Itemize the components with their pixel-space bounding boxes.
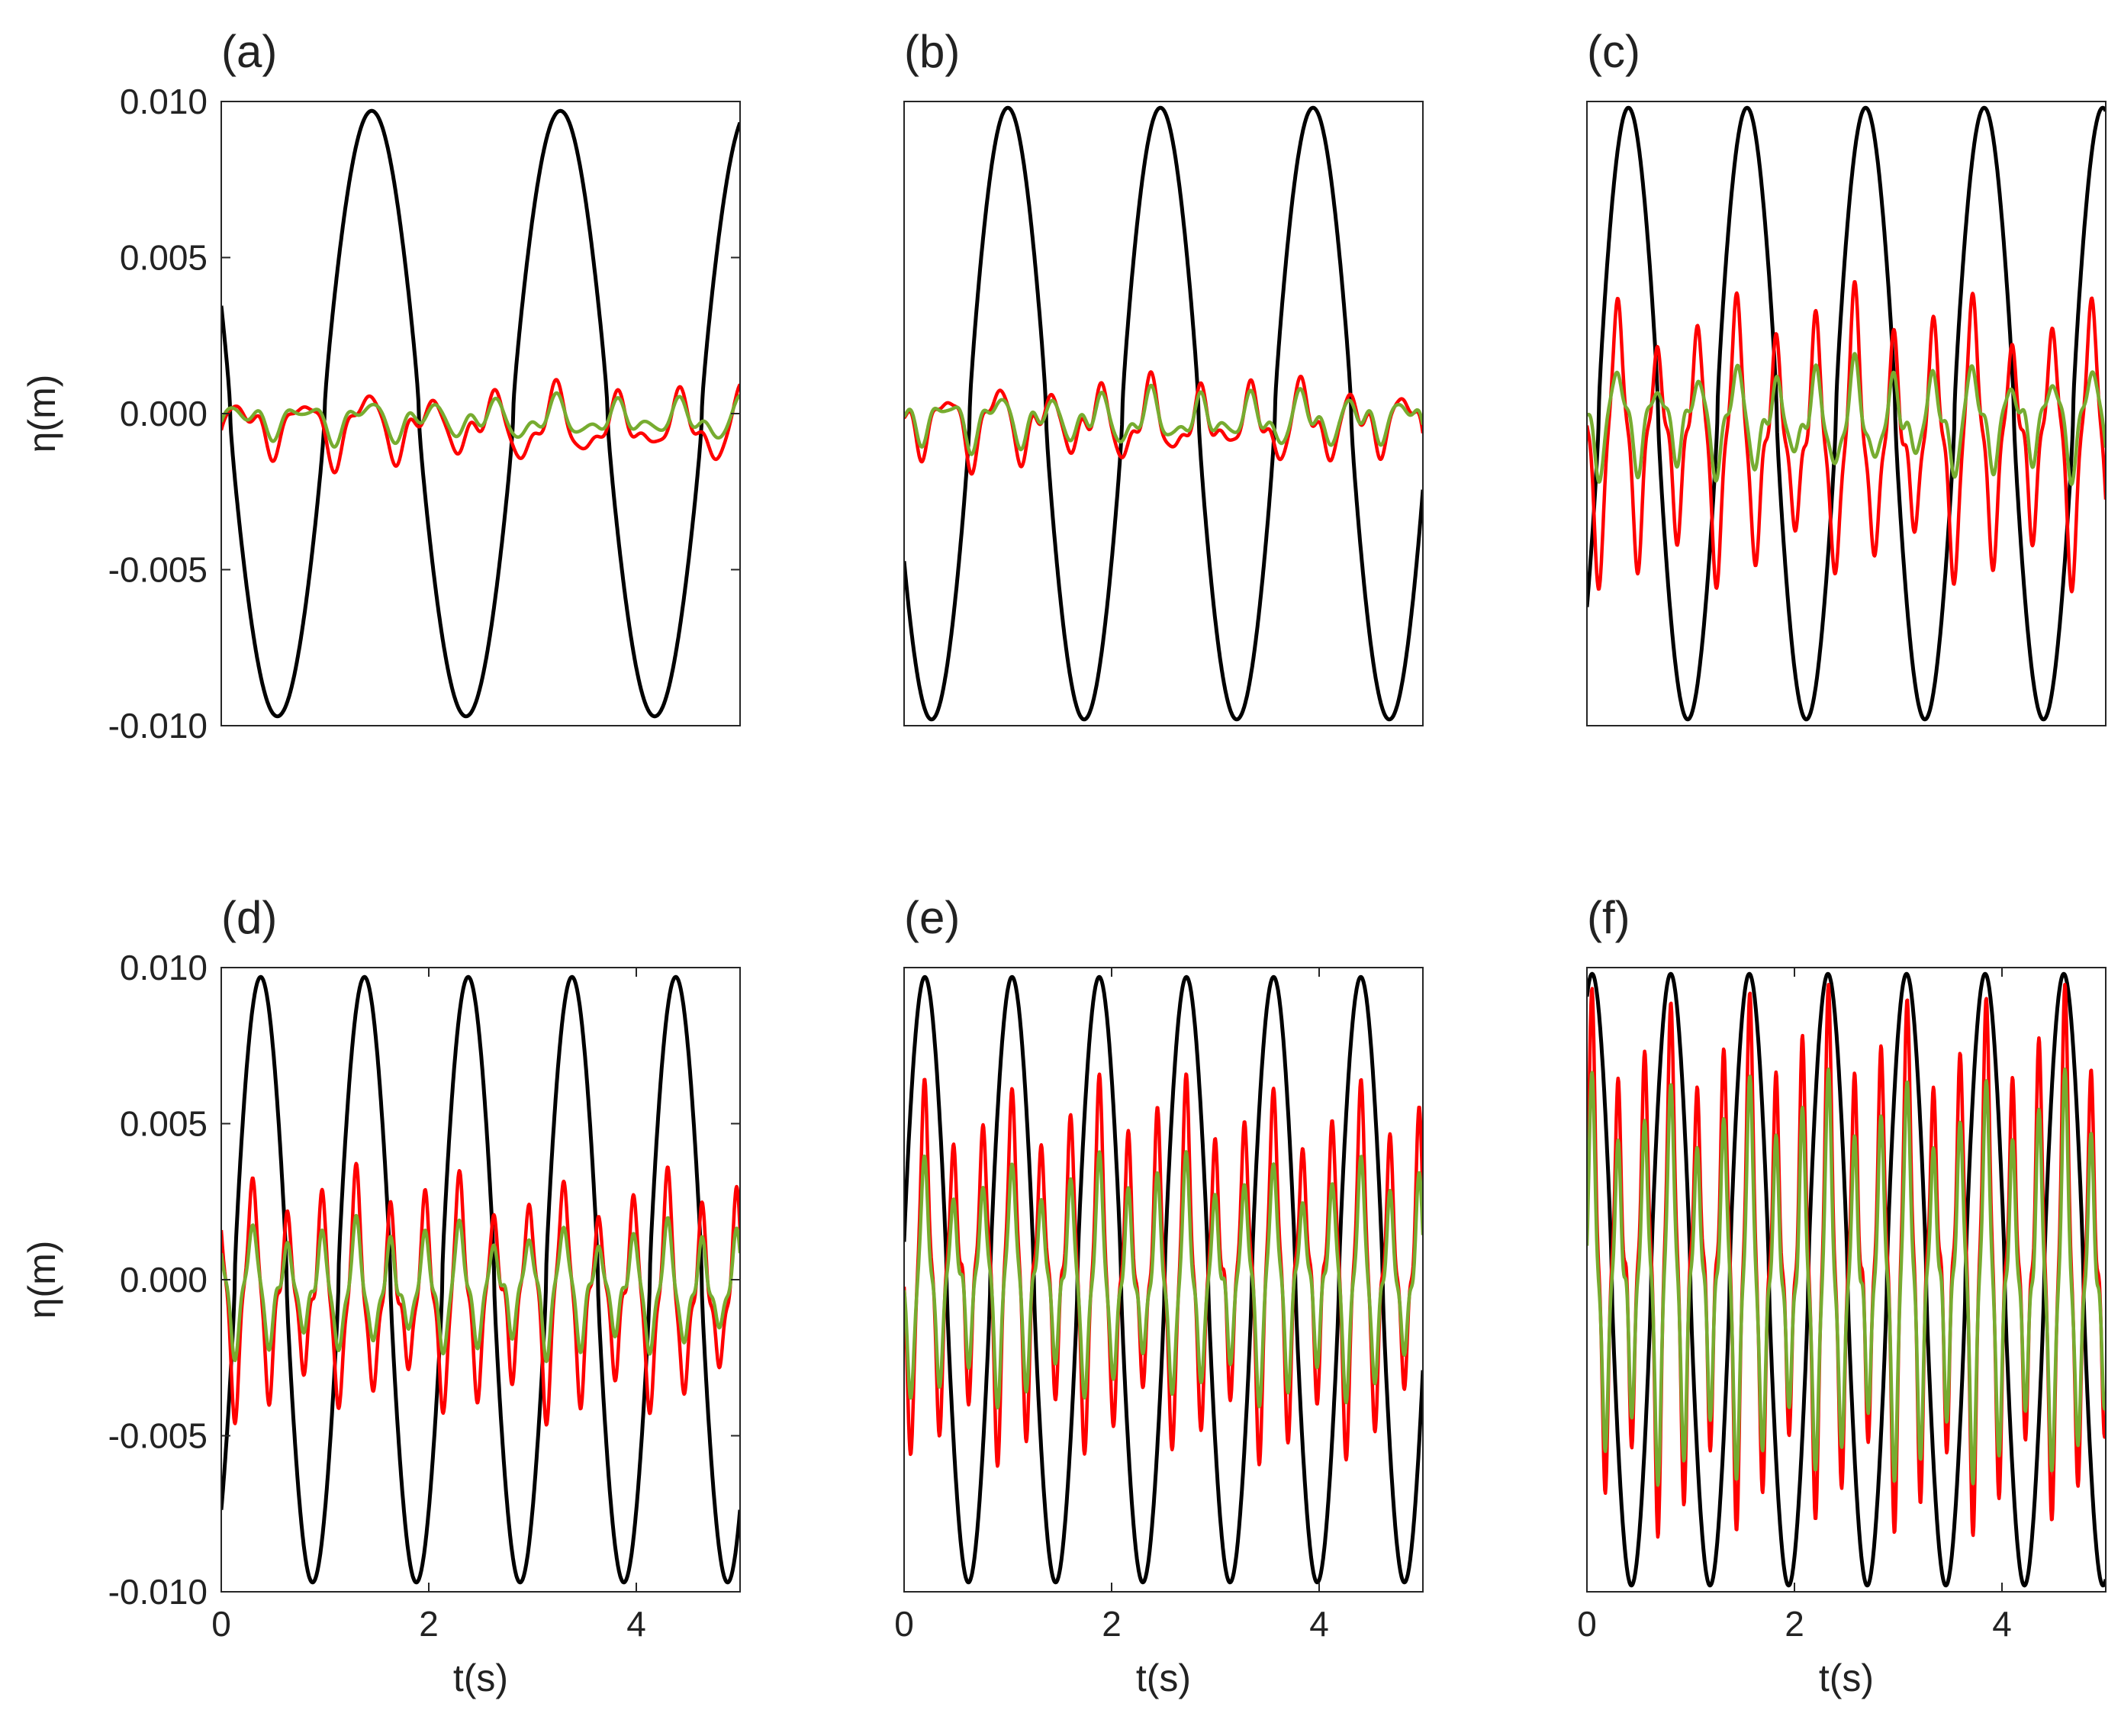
panel-label: (a): [221, 26, 277, 77]
series-black-line: [221, 974, 740, 1585]
y-tick-label: -0.005: [108, 550, 208, 590]
x-tick-label: 0: [894, 1604, 914, 1644]
x-tick-label: 2: [1785, 1604, 1804, 1644]
panel-label: (c): [1587, 26, 1640, 77]
y-tick-label: 0.010: [120, 948, 208, 987]
y-tick-label: -0.010: [108, 706, 208, 746]
series-group: [221, 974, 740, 1585]
series-group: [904, 974, 1423, 1585]
y-tick-label: 0.000: [120, 394, 208, 433]
series-black-line: [904, 105, 1423, 722]
series-black-line: [221, 108, 740, 719]
panel-a: (a) 0.010 0.005 0.000 -0.005 -0.010 η(m): [21, 26, 741, 746]
y-tick-label: -0.005: [108, 1416, 208, 1456]
panel-label: (d): [221, 892, 277, 943]
y-tick-label: -0.010: [108, 1572, 208, 1612]
series-red-line: [221, 1161, 740, 1427]
y-tick-label: 0.005: [120, 238, 208, 278]
x-tick-label: 0: [1577, 1604, 1597, 1644]
axes-box: [903, 101, 1424, 726]
x-tick-label: 2: [419, 1604, 439, 1644]
axes-box: [1586, 967, 2107, 1593]
y-axis-label: η(m): [21, 1241, 63, 1319]
y-tick-label: 0.010: [120, 82, 208, 121]
series-green-line: [1587, 352, 2106, 486]
series-green-line: [221, 1213, 740, 1364]
x-tick-label: 4: [1992, 1604, 2012, 1644]
x-tick-label: 2: [1102, 1604, 1122, 1644]
x-tick-label: 4: [1309, 1604, 1329, 1644]
y-axis-label: η(m): [21, 375, 63, 453]
series-red-line: [904, 370, 1423, 476]
series-group: [1587, 105, 2106, 722]
y-tick-label: 0.000: [120, 1260, 208, 1300]
series-green-line: [221, 391, 740, 449]
series-group: [221, 108, 740, 719]
panel-c: (c): [1586, 26, 2107, 726]
x-axis-label: t(s): [1819, 1657, 1874, 1699]
x-tick-label: 0: [211, 1604, 231, 1644]
panel-label: (e): [904, 892, 960, 943]
x-axis-label: t(s): [453, 1657, 508, 1699]
axes-box: [1586, 101, 2107, 726]
panel-f: (f) 0 2 4 t(s): [1577, 892, 2107, 1699]
series-green-line: [1587, 1067, 2106, 1487]
series-black-line: [1587, 105, 2106, 722]
series-red-line: [221, 378, 740, 475]
series-black-line: [1587, 971, 2106, 1588]
panel-label: (b): [904, 26, 960, 77]
series-group: [904, 105, 1423, 722]
x-axis-label: t(s): [1136, 1657, 1191, 1699]
x-tick-label: 4: [626, 1604, 646, 1644]
axes-box: [903, 967, 1424, 1593]
series-green-line: [904, 1150, 1423, 1410]
panel-e: (e) 0 2 4 t(s): [894, 892, 1424, 1699]
series-group: [1587, 971, 2106, 1588]
series-green-line: [904, 383, 1423, 456]
panel-b: (b): [903, 26, 1424, 726]
panel-label: (f): [1587, 892, 1630, 943]
y-tick-label: 0.005: [120, 1104, 208, 1144]
